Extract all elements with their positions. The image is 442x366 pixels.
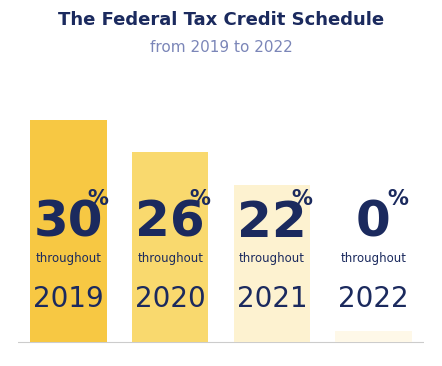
Text: %: %: [291, 189, 312, 209]
Text: The Federal Tax Credit Schedule: The Federal Tax Credit Schedule: [58, 11, 384, 29]
Bar: [234, 185, 310, 341]
Text: 2021: 2021: [236, 285, 307, 313]
Bar: [30, 120, 107, 341]
Bar: [132, 152, 208, 341]
Text: 2019: 2019: [33, 285, 104, 313]
Text: 2022: 2022: [338, 285, 409, 313]
Text: 0: 0: [356, 199, 391, 247]
Text: throughout: throughout: [35, 252, 102, 265]
Text: from 2019 to 2022: from 2019 to 2022: [150, 40, 292, 55]
Text: 22: 22: [237, 199, 307, 247]
Text: %: %: [388, 189, 408, 209]
Text: %: %: [88, 189, 109, 209]
Text: throughout: throughout: [239, 252, 305, 265]
Text: 2020: 2020: [135, 285, 206, 313]
Text: %: %: [190, 189, 210, 209]
Text: 30: 30: [34, 199, 103, 247]
Text: 26: 26: [135, 199, 205, 247]
Text: throughout: throughout: [340, 252, 407, 265]
Text: throughout: throughout: [137, 252, 203, 265]
Bar: [335, 331, 412, 341]
